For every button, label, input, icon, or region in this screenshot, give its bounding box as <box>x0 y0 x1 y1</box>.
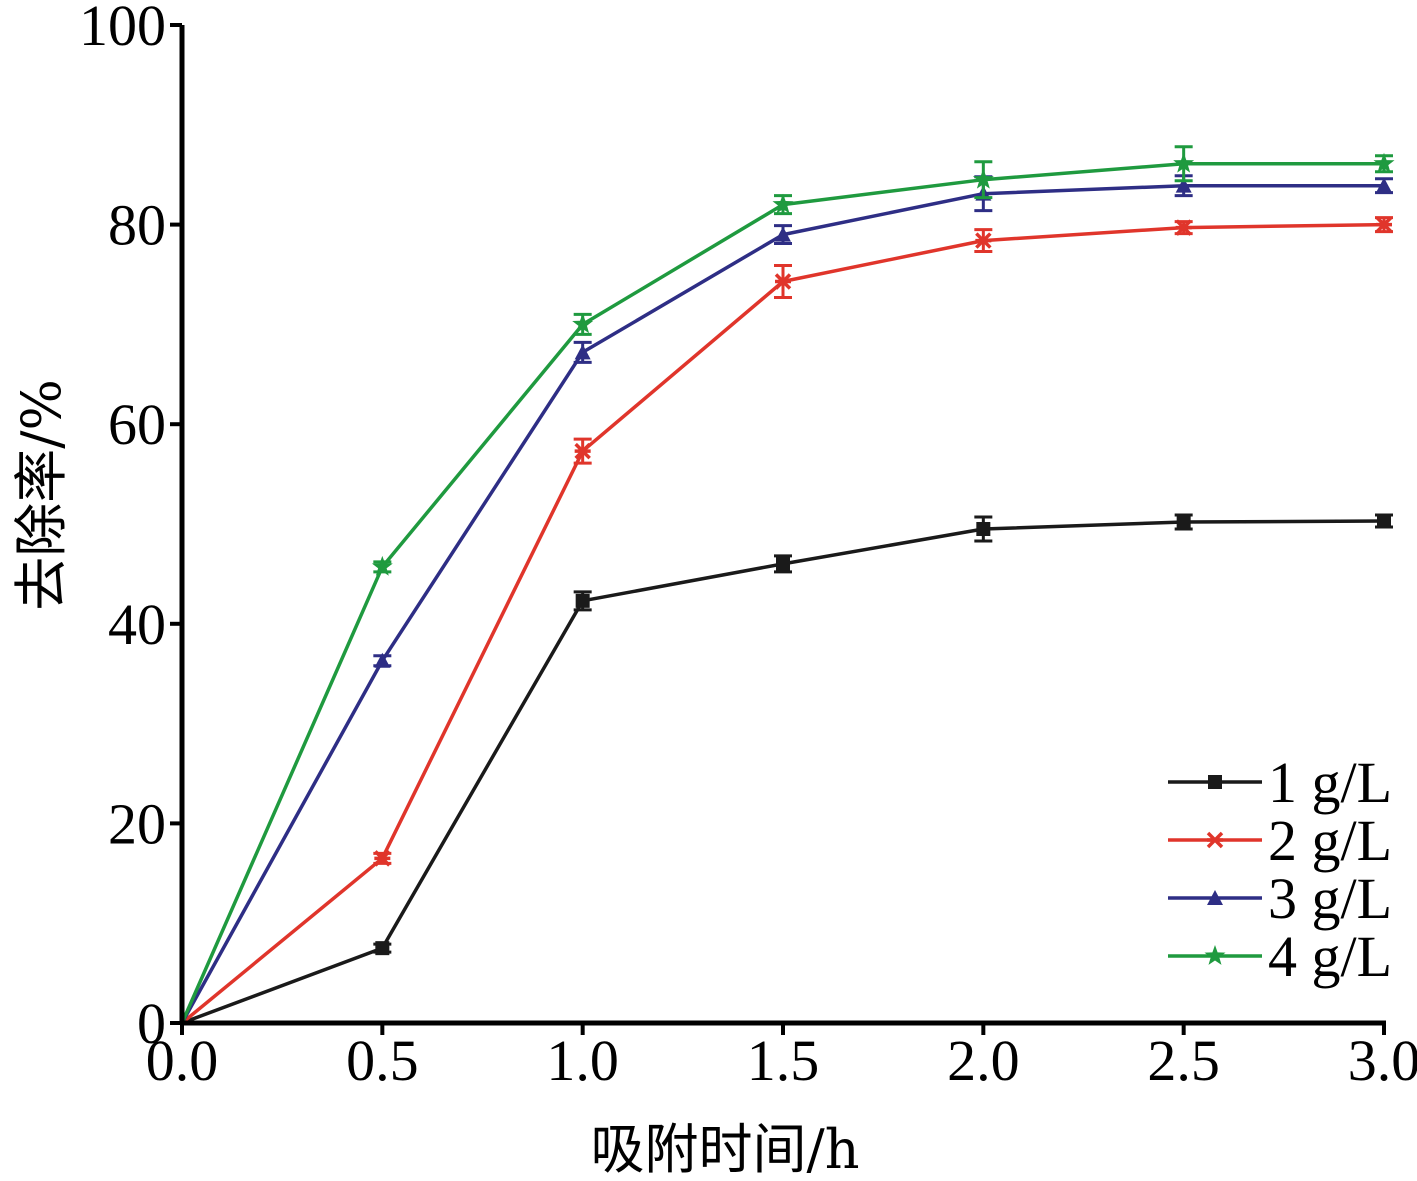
series-line <box>180 222 1385 1025</box>
data-point <box>374 850 391 867</box>
x-tick-label: 3.0 <box>1348 1028 1417 1093</box>
data-point <box>1373 152 1395 173</box>
legend-label: 4 g/L <box>1268 924 1392 989</box>
data-point <box>972 168 994 189</box>
x-tick-label: 1.5 <box>747 1028 820 1093</box>
y-tick-label: 20 <box>108 791 166 856</box>
series-layer <box>180 145 1395 1025</box>
data-point <box>975 232 992 249</box>
series-3 <box>180 174 1393 1024</box>
x-tick-label: 0.0 <box>146 1028 219 1093</box>
data-point <box>1375 216 1393 233</box>
data-point <box>371 555 393 576</box>
series-1 <box>181 513 1393 1025</box>
y-tick-label: 0 <box>137 991 166 1056</box>
x-axis-label: 吸附时间/h <box>591 1118 860 1181</box>
legend-item: 2 g/L <box>1168 808 1392 873</box>
data-point <box>1173 152 1195 173</box>
legend-item: 3 g/L <box>1168 866 1392 931</box>
axes: 0 20 40 60 80 100 0.0 0.5 1.0 1.5 2.0 2.5 3.0 吸附时间/h 去… <box>10 0 1417 1181</box>
legend-marker <box>1206 831 1224 849</box>
series-2 <box>180 216 1393 1025</box>
legend-marker <box>1207 890 1223 905</box>
legend-label: 2 g/L <box>1268 808 1392 873</box>
y-tick-label: 100 <box>79 0 166 58</box>
data-point <box>976 521 991 536</box>
x-tick-label: 2.0 <box>947 1028 1020 1093</box>
data-point <box>574 344 591 360</box>
y-axis-label: 去除率/% <box>10 379 73 611</box>
data-point <box>776 556 790 571</box>
legend: 1 g/L2 g/L3 g/L4 g/L <box>1168 750 1392 989</box>
data-point <box>375 941 390 956</box>
data-point <box>1175 219 1192 236</box>
data-point <box>1377 514 1391 529</box>
legend-label: 3 g/L <box>1268 866 1392 931</box>
data-point <box>772 193 794 214</box>
legend-label: 1 g/L <box>1268 750 1392 815</box>
legend-item: 1 g/L <box>1168 750 1392 815</box>
y-tick-label: 80 <box>108 193 166 258</box>
series-line <box>181 519 1385 1025</box>
data-point <box>575 593 590 608</box>
legend-marker <box>1204 945 1226 965</box>
data-point <box>1175 177 1192 193</box>
series-4 <box>180 145 1395 1024</box>
legend-item: 4 g/L <box>1168 924 1392 989</box>
data-point <box>775 226 791 242</box>
data-point <box>374 652 391 668</box>
legend-marker <box>1208 775 1222 789</box>
data-point <box>1376 177 1392 193</box>
x-tick-label: 2.5 <box>1147 1028 1220 1093</box>
data-point <box>1176 515 1191 530</box>
y-tick-label: 40 <box>108 592 166 657</box>
data-point <box>572 313 594 334</box>
y-tick-label: 60 <box>108 392 166 457</box>
data-point <box>574 442 591 460</box>
x-tick-label: 1.0 <box>546 1028 619 1093</box>
x-tick-label: 0.5 <box>346 1028 419 1093</box>
data-point <box>774 273 792 290</box>
